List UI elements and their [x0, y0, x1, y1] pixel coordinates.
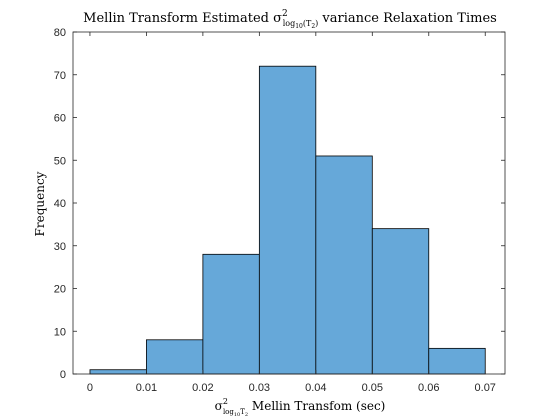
histogram-bar: [315, 155, 373, 375]
x-tick-label: 0.04: [305, 382, 326, 394]
y-tick-label: 60: [54, 113, 66, 125]
x-axis-label: σ2 log10T2 Mellin Transfom (sec): [215, 397, 386, 418]
y-tick-label: 80: [54, 27, 66, 39]
xlabel-sub-sub: 10: [234, 412, 240, 418]
x-tick-label: 0.05: [362, 382, 383, 394]
title-post: variance Relaxation Times: [318, 11, 497, 26]
title-pre: Mellin Transform Estimated σ: [83, 11, 282, 26]
y-tick-label: 50: [54, 155, 66, 167]
y-tick-label: 70: [54, 70, 66, 82]
histogram-bar: [428, 347, 486, 375]
y-tick-label: 30: [54, 241, 66, 253]
xlabel-sub: log: [223, 408, 234, 416]
y-tick-label: 0: [60, 369, 66, 381]
histogram-bar: [371, 228, 430, 375]
x-ticks-group: 0 0.01 0.02 0.03 0.04 0.05 0.06 0.07: [87, 32, 496, 394]
x-tick-label: 0: [87, 382, 93, 394]
y-axis-label: Frequency: [33, 171, 47, 236]
xlabel-sup: 2: [223, 397, 228, 406]
histogram-bar: [146, 339, 204, 375]
xlabel-sub-rest: T: [240, 408, 245, 416]
x-tick-label: 0.06: [418, 382, 439, 394]
title-sub-close: ): [315, 19, 318, 28]
y-tick-label: 10: [54, 326, 66, 338]
x-tick-label: 0.07: [475, 382, 496, 394]
title-sub-rest-sub: 2: [311, 23, 315, 30]
histogram-bar: [89, 369, 147, 375]
bars-group: [89, 65, 486, 375]
y-tick-label: 20: [54, 284, 66, 296]
title-sub: log: [283, 19, 296, 28]
title-sub-rest: (T: [303, 19, 312, 28]
chart-title: Mellin Transform Estimated σ2 log10(T2) v…: [83, 9, 497, 30]
title-sub-sub: 10: [295, 23, 303, 30]
y-ticks-group: 0 10 20 30 40 50 60 70 80: [54, 27, 505, 381]
xlabel-sym: σ: [215, 399, 223, 413]
x-tick-label: 0.01: [136, 382, 157, 394]
y-tick-label: 40: [54, 198, 66, 210]
histogram-bar: [202, 253, 260, 375]
x-tick-label: 0.03: [249, 382, 270, 394]
xlabel-post: Mellin Transfom (sec): [248, 399, 385, 413]
xlabel-sub-rest-sub: 2: [245, 412, 248, 418]
histogram-bar: [258, 65, 317, 375]
x-tick-label: 0.02: [192, 382, 213, 394]
title-sup: 2: [282, 9, 288, 19]
